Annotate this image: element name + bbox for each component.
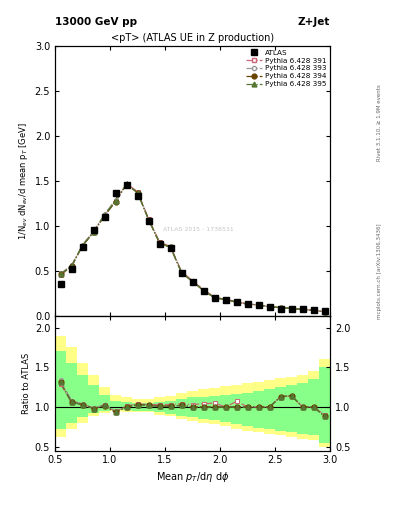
Legend: ATLAS, Pythia 6.428 391, Pythia 6.428 393, Pythia 6.428 394, Pythia 6.428 395: ATLAS, Pythia 6.428 391, Pythia 6.428 39… [245, 48, 328, 89]
Y-axis label: 1/N$_{ev}$ dN$_{ev}$/d mean p$_T$ [GeV]: 1/N$_{ev}$ dN$_{ev}$/d mean p$_T$ [GeV] [18, 122, 31, 240]
Text: Rivet 3.1.10, ≥ 1.9M events: Rivet 3.1.10, ≥ 1.9M events [377, 84, 382, 161]
Y-axis label: Ratio to ATLAS: Ratio to ATLAS [22, 353, 31, 414]
X-axis label: Mean $p_T$/d$\eta$ d$\phi$: Mean $p_T$/d$\eta$ d$\phi$ [156, 470, 229, 484]
Text: 13000 GeV pp: 13000 GeV pp [55, 17, 137, 27]
Text: <pT> (ATLAS UE in Z production): <pT> (ATLAS UE in Z production) [111, 33, 274, 44]
Text: mcplots.cern.ch [arXiv:1306.3436]: mcplots.cern.ch [arXiv:1306.3436] [377, 224, 382, 319]
Text: ATLAS 2015 - 1736531: ATLAS 2015 - 1736531 [163, 227, 233, 232]
Text: Z+Jet: Z+Jet [298, 17, 330, 27]
